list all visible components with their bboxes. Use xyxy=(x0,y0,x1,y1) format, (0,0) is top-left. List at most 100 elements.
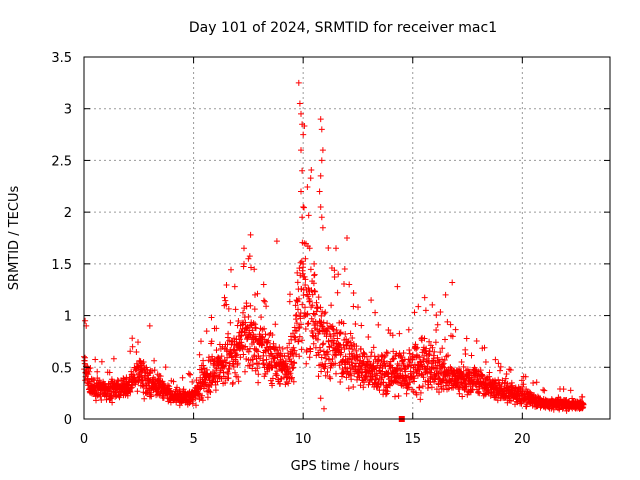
data-point xyxy=(207,389,214,396)
y-tick-label: 3.5 xyxy=(51,51,72,66)
data-point xyxy=(428,384,435,391)
data-point xyxy=(245,255,252,262)
data-point xyxy=(227,319,234,326)
data-point xyxy=(316,188,323,195)
data-point xyxy=(300,131,307,138)
data-point xyxy=(287,291,293,298)
data-point xyxy=(444,318,451,325)
data-point xyxy=(289,374,295,381)
data-point xyxy=(442,336,448,343)
data-point xyxy=(212,387,219,394)
data-point xyxy=(324,351,331,358)
data-point xyxy=(230,363,237,370)
data-point xyxy=(540,386,547,393)
data-point xyxy=(420,374,427,381)
data-point xyxy=(482,391,489,398)
data-point xyxy=(368,297,375,304)
data-point xyxy=(193,402,199,409)
data-point xyxy=(208,314,215,321)
data-point xyxy=(345,385,352,392)
data-point xyxy=(240,351,247,358)
data-point xyxy=(263,303,270,310)
data-point xyxy=(507,367,514,373)
data-point xyxy=(185,370,192,377)
data-point xyxy=(333,327,340,333)
data-point xyxy=(272,321,279,328)
data-point xyxy=(419,349,426,356)
data-point xyxy=(518,377,525,384)
data-point xyxy=(461,387,468,394)
data-point xyxy=(247,231,254,238)
data-point xyxy=(412,341,419,348)
data-point xyxy=(311,272,318,279)
data-point xyxy=(298,147,304,154)
data-point xyxy=(340,370,346,377)
data-point xyxy=(187,371,194,378)
data-point xyxy=(352,321,359,327)
data-point xyxy=(306,298,313,305)
data-point xyxy=(296,324,303,331)
data-point xyxy=(481,344,488,351)
data-point xyxy=(200,362,207,369)
data-point xyxy=(321,405,327,412)
data-point xyxy=(318,214,325,221)
data-point xyxy=(261,298,268,305)
data-point xyxy=(341,266,348,272)
data-point xyxy=(492,356,499,363)
data-point xyxy=(322,372,329,379)
data-point xyxy=(300,204,307,210)
data-point xyxy=(294,279,301,286)
data-point xyxy=(129,343,136,350)
data-point xyxy=(447,321,454,328)
x-axis-label: GPS time / hours xyxy=(291,459,400,474)
data-point xyxy=(520,381,527,388)
data-point xyxy=(87,365,94,371)
data-point xyxy=(372,309,379,316)
data-point xyxy=(296,295,302,302)
data-point xyxy=(302,282,309,288)
data-point xyxy=(269,332,276,338)
data-point xyxy=(225,375,232,382)
data-point xyxy=(339,373,345,380)
data-point xyxy=(247,322,254,329)
data-point xyxy=(151,367,158,374)
data-point xyxy=(340,369,347,376)
data-point xyxy=(384,350,391,357)
data-point xyxy=(223,359,230,366)
data-point xyxy=(459,393,466,400)
data-point xyxy=(317,116,324,123)
data-point xyxy=(285,380,292,387)
data-point xyxy=(328,302,335,309)
data-point xyxy=(298,188,304,195)
data-point xyxy=(109,399,116,406)
data-point xyxy=(426,348,433,355)
data-point xyxy=(276,344,283,351)
data-point xyxy=(421,335,428,342)
data-point xyxy=(235,374,241,380)
data-point xyxy=(340,320,347,327)
data-point xyxy=(329,323,336,330)
data-point xyxy=(353,351,360,358)
data-point xyxy=(231,283,238,290)
data-point xyxy=(347,339,354,346)
data-point xyxy=(180,386,187,393)
data-point xyxy=(413,345,420,352)
data-point xyxy=(445,352,451,359)
data-point xyxy=(277,350,284,357)
data-point xyxy=(249,327,256,334)
data-point xyxy=(382,352,389,359)
data-point xyxy=(486,369,493,376)
data-point xyxy=(260,360,267,367)
data-point xyxy=(413,391,420,398)
data-point xyxy=(249,365,256,372)
data-point xyxy=(245,313,252,320)
data-point xyxy=(366,358,373,365)
data-point xyxy=(473,338,480,344)
data-point xyxy=(148,393,155,400)
data-point xyxy=(269,382,276,389)
data-point xyxy=(170,378,177,385)
data-point xyxy=(322,309,329,316)
data-point xyxy=(361,379,368,386)
data-point xyxy=(421,294,428,301)
data-point xyxy=(380,379,387,386)
